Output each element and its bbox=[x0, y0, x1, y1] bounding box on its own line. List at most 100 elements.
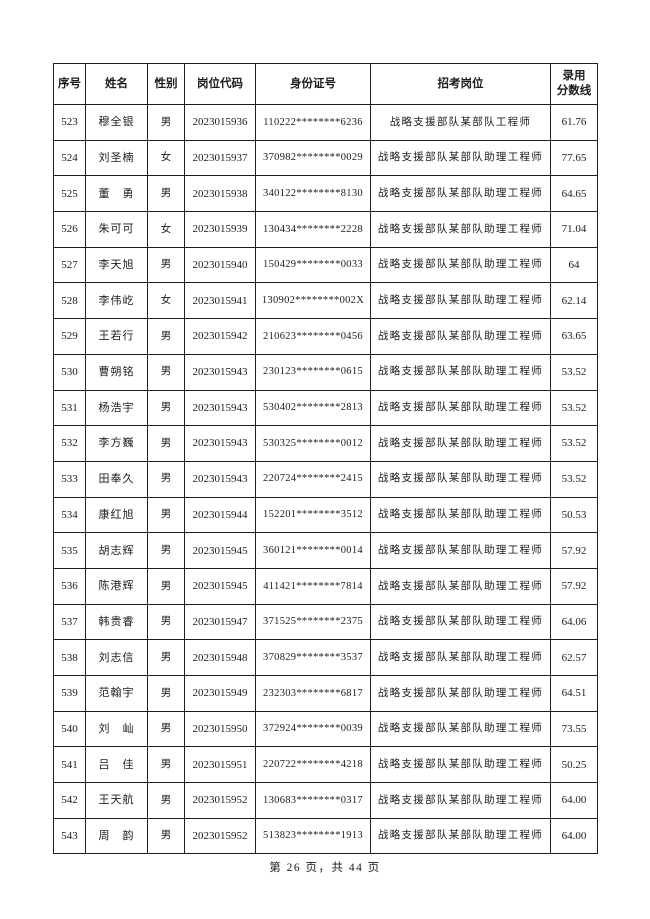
cell-num: 527 bbox=[53, 246, 86, 284]
cell-num: 529 bbox=[53, 318, 86, 355]
cell-num: 528 bbox=[53, 282, 86, 320]
cell-num: 532 bbox=[53, 425, 86, 462]
table-row: 523 穆全银男 2023015936 110222********6236 战略支援部… bbox=[53, 104, 598, 141]
cell-name: 田奉久 bbox=[85, 460, 148, 498]
cell-code: 2023015942 bbox=[184, 318, 256, 355]
cell-name: 李方巍 bbox=[85, 425, 148, 462]
cell-score: 61.76 bbox=[550, 104, 598, 141]
page-number: 第 26 页，共 44 页 bbox=[269, 862, 381, 874]
cell-name: 李天旭 bbox=[85, 246, 148, 284]
cell-score: 53.52 bbox=[550, 353, 598, 391]
cell-code: 2023015950 bbox=[184, 710, 256, 748]
cell-score: 50.25 bbox=[550, 746, 598, 784]
cell-name: 刘圣楠 bbox=[85, 139, 148, 177]
cell-gender: 女 bbox=[147, 139, 185, 177]
header-label: 性别 bbox=[154, 77, 178, 90]
cell-code: 2023015945 bbox=[184, 567, 256, 605]
cell-code: 2023015944 bbox=[184, 496, 256, 534]
cell-name: 范翰宇 bbox=[85, 675, 148, 712]
cell-score: 64.06 bbox=[550, 603, 598, 641]
cell-name: 王若行 bbox=[85, 318, 148, 355]
header-position-code: 岗位代码 bbox=[184, 63, 256, 105]
cell-code: 2023015943 bbox=[184, 353, 256, 391]
cell-job: 战略支援部队某部队助理工程师 bbox=[370, 175, 551, 213]
table-row: 533 田奉久男 2023015943 220724********2415 战略支援部… bbox=[53, 460, 598, 498]
cell-idnum: 230123********0615 bbox=[255, 353, 371, 391]
cell-gender: 男 bbox=[147, 567, 185, 605]
cell-num: 526 bbox=[53, 211, 86, 248]
cell-job: 战略支援部队某部队助理工程师 bbox=[370, 675, 551, 712]
header-recruitment-position: 招考岗位 bbox=[370, 63, 551, 105]
cell-gender: 男 bbox=[147, 817, 185, 855]
cell-gender: 男 bbox=[147, 460, 185, 498]
cell-num: 534 bbox=[53, 496, 86, 534]
cell-num: 523 bbox=[53, 104, 86, 141]
cell-name: 李伟屹 bbox=[85, 282, 148, 320]
cell-job: 战略支援部队某部队助理工程师 bbox=[370, 425, 551, 462]
cell-name: 刘志信 bbox=[85, 639, 148, 676]
header-gender: 性别 bbox=[147, 63, 185, 105]
cell-score: 57.92 bbox=[550, 532, 598, 569]
cell-idnum: 340122********8130 bbox=[255, 175, 371, 213]
cell-score: 64.51 bbox=[550, 675, 598, 712]
table-row: 524 刘圣楠女 2023015937 370982********0029 战略支援部… bbox=[53, 139, 598, 177]
table-row: 536 陈港辉男 2023015945 411421********7814 战略支援部… bbox=[53, 567, 598, 605]
cell-code: 2023015948 bbox=[184, 639, 256, 676]
recruitment-score-table: 序号 姓名 性别 岗位代码 身份证号 招考岗位 录用 分数线 523 穆全银男 20… bbox=[53, 63, 598, 855]
cell-code: 2023015943 bbox=[184, 425, 256, 462]
cell-num: 541 bbox=[53, 746, 86, 784]
cell-gender: 男 bbox=[147, 496, 185, 534]
header-serial-number: 序号 bbox=[53, 63, 86, 105]
cell-gender: 男 bbox=[147, 532, 185, 569]
cell-idnum: 530402********2813 bbox=[255, 389, 371, 427]
cell-name: 王天航 bbox=[85, 782, 148, 819]
cell-code: 2023015937 bbox=[184, 139, 256, 177]
cell-name: 朱可可 bbox=[85, 211, 148, 248]
header-row: 序号 姓名 性别 岗位代码 身份证号 招考岗位 录用 分数线 bbox=[53, 63, 598, 105]
cell-gender: 男 bbox=[147, 175, 185, 213]
cell-score: 64.65 bbox=[550, 175, 598, 213]
cell-code: 2023015940 bbox=[184, 246, 256, 284]
cell-gender: 男 bbox=[147, 104, 185, 141]
cell-num: 535 bbox=[53, 532, 86, 569]
cell-gender: 男 bbox=[147, 675, 185, 712]
cell-name: 胡志辉 bbox=[85, 532, 148, 569]
table-row: 532 李方巍男 2023015943 530325********0012 战略支援部… bbox=[53, 425, 598, 462]
cell-code: 2023015952 bbox=[184, 782, 256, 819]
cell-job: 战略支援部队某部队助理工程师 bbox=[370, 532, 551, 569]
table-body: 523 穆全银男 2023015936 110222********6236 战略支援部… bbox=[53, 104, 598, 855]
table-row: 534 康红旭男 2023015944 152201********3512 战略支援部… bbox=[53, 496, 598, 534]
cell-idnum: 152201********3512 bbox=[255, 496, 371, 534]
cell-job: 战略支援部队某部队工程师 bbox=[370, 104, 551, 141]
header-id-number: 身份证号 bbox=[255, 63, 371, 105]
cell-idnum: 110222********6236 bbox=[255, 104, 371, 141]
cell-job: 战略支援部队某部队助理工程师 bbox=[370, 246, 551, 284]
cell-score: 50.53 bbox=[550, 496, 598, 534]
cell-idnum: 372924********0039 bbox=[255, 710, 371, 748]
cell-name: 陈港辉 bbox=[85, 567, 148, 605]
header-label-line2: 分数线 bbox=[556, 85, 592, 97]
cell-idnum: 530325********0012 bbox=[255, 425, 371, 462]
cell-name: 周 韵 bbox=[85, 817, 148, 855]
cell-idnum: 220724********2415 bbox=[255, 460, 371, 498]
cell-score: 77.65 bbox=[550, 139, 598, 177]
table-row: 541 吕 佳男 2023015951 220722********4218 战略支援部… bbox=[53, 746, 598, 784]
table-row: 535 胡志辉男 2023015945 360121********0014 战略支援部… bbox=[53, 532, 598, 569]
cell-code: 2023015941 bbox=[184, 282, 256, 320]
cell-gender: 男 bbox=[147, 353, 185, 391]
cell-job: 战略支援部队某部队助理工程师 bbox=[370, 211, 551, 248]
cell-code: 2023015951 bbox=[184, 746, 256, 784]
cell-name: 吕 佳 bbox=[85, 746, 148, 784]
cell-job: 战略支援部队某部队助理工程师 bbox=[370, 353, 551, 391]
cell-idnum: 371525********2375 bbox=[255, 603, 371, 641]
header-label: 序号 bbox=[58, 77, 81, 90]
cell-idnum: 130434********2228 bbox=[255, 211, 371, 248]
cell-job: 战略支援部队某部队助理工程师 bbox=[370, 318, 551, 355]
cell-num: 531 bbox=[53, 389, 86, 427]
cell-score: 64.00 bbox=[550, 782, 598, 819]
table-row: 540 刘 屾男 2023015950 372924********0039 战略支援部… bbox=[53, 710, 598, 748]
cell-num: 533 bbox=[53, 460, 86, 498]
cell-name: 杨浩宇 bbox=[85, 389, 148, 427]
cell-gender: 女 bbox=[147, 211, 185, 248]
